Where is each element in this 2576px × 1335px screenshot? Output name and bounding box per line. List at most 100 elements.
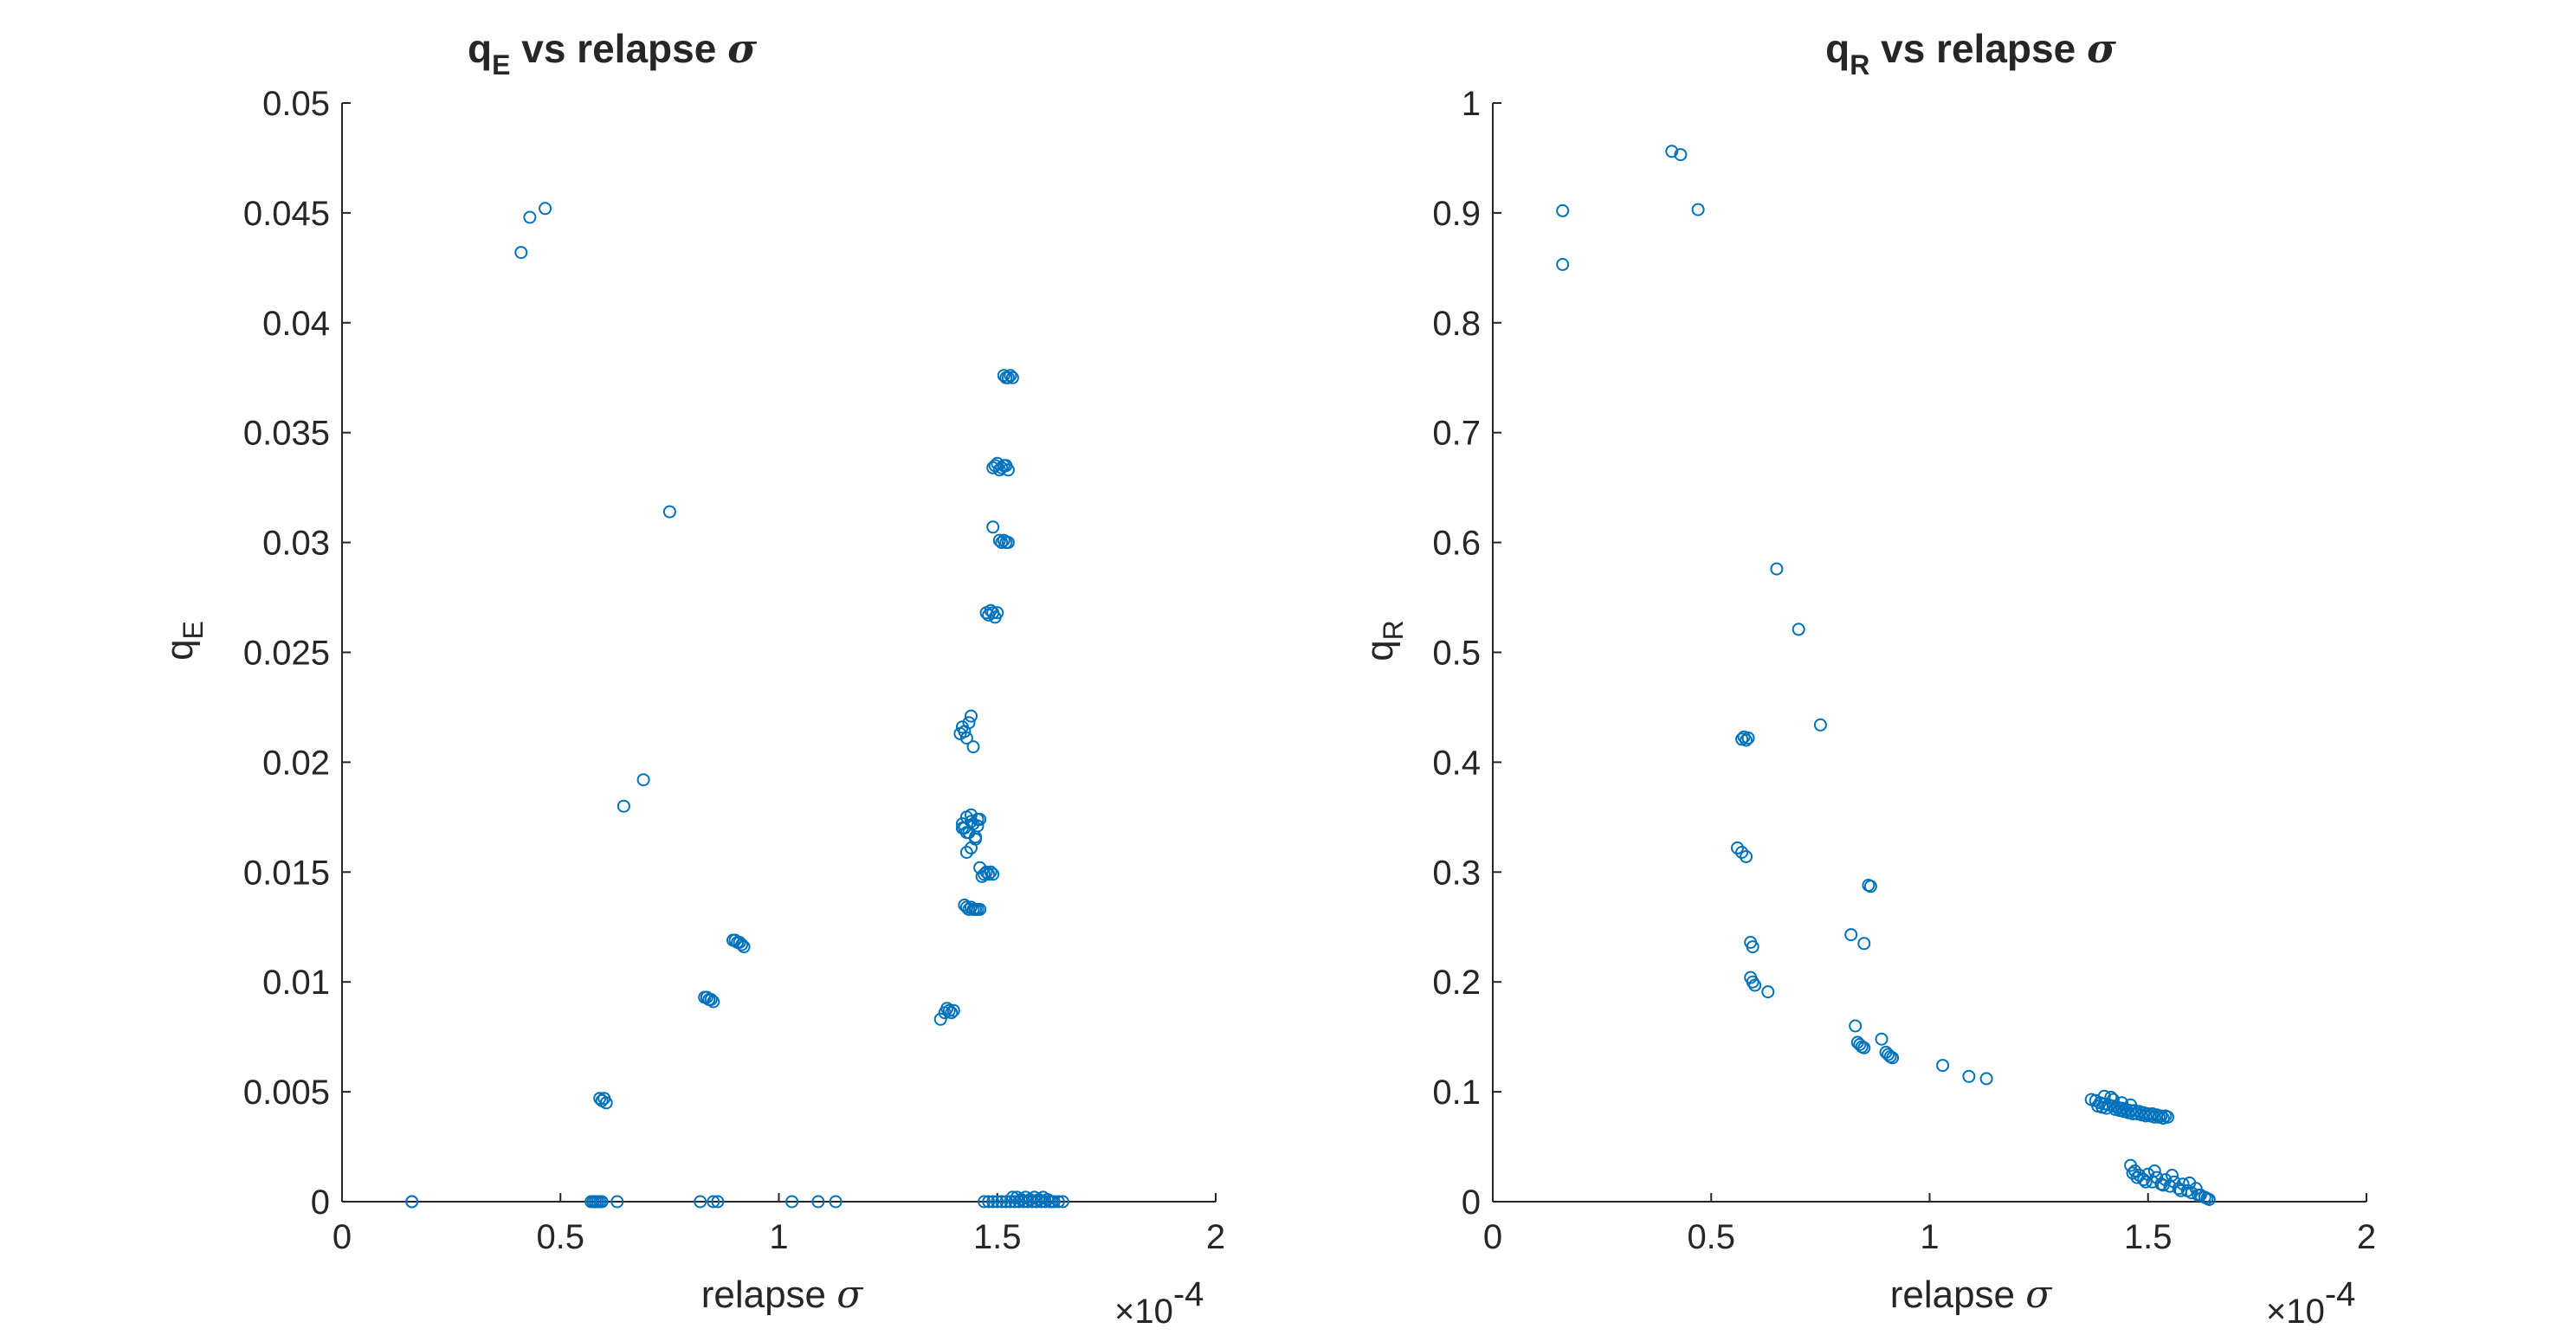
data-point — [1863, 880, 1877, 893]
data-point — [1741, 732, 1755, 745]
data-point — [973, 812, 987, 826]
data-point — [2104, 1090, 2118, 1104]
y-tick-label: 0.6 — [1432, 525, 1481, 563]
data-point — [1001, 371, 1015, 384]
data-point — [1857, 937, 1871, 951]
data-point — [982, 1195, 996, 1209]
y-tick-label: 0.035 — [243, 415, 330, 453]
data-point — [965, 709, 978, 723]
data-point — [2124, 1098, 2138, 1112]
x-ticks: 0 0.5 1 1.5 2 — [332, 1193, 1225, 1256]
data-point — [959, 732, 973, 745]
y-ticks: 0 0.1 0.2 0.3 0.4 0.5 0.6 0.7 0.8 0.9 1 — [1432, 85, 1501, 1222]
y-tick-label: 0.05 — [262, 85, 330, 123]
ylabel-subscript: E — [178, 621, 209, 639]
data-point — [986, 520, 1000, 534]
x-axis-multiplier: ×10-4 — [1114, 1275, 1204, 1331]
x-tick-label: 0.5 — [536, 1218, 584, 1256]
title-subscript: R — [1850, 49, 1869, 81]
y-tick-label: 0.025 — [243, 635, 330, 673]
x-tick-label: 2 — [2357, 1218, 2376, 1256]
data-point — [2097, 1089, 2111, 1103]
data-point — [2200, 1191, 2214, 1205]
data-point — [539, 202, 552, 216]
data-point — [2126, 1166, 2140, 1180]
data-point — [992, 533, 1006, 547]
x-tick-label: 1.5 — [2124, 1218, 2172, 1256]
y-ticks: 0 0.005 0.01 0.015 0.02 0.025 0.03 0.035 0.04 0.0… — [243, 85, 351, 1222]
title-q: q — [1825, 26, 1850, 71]
data-point — [1674, 148, 1688, 162]
data-point — [1936, 1059, 1950, 1073]
x-tick-label: 1 — [769, 1218, 788, 1256]
xlabel-text: relapse — [701, 1274, 837, 1316]
data-point — [979, 865, 993, 879]
data-point — [829, 1195, 843, 1209]
chart-qr-vs-relapse-sigma: qR vs relapse σ qR relapse σ ×10-4 0 0.5 1… — [1359, 25, 2376, 1331]
data-point — [1005, 371, 1019, 384]
data-point — [2156, 1112, 2170, 1125]
data-point — [2106, 1093, 2120, 1106]
x-ticks: 0 0.5 1 1.5 2 — [1483, 1193, 2376, 1256]
data-point — [1735, 846, 1749, 859]
data-point — [1045, 1195, 1059, 1209]
x-axis-multiplier: ×10-4 — [2266, 1275, 2355, 1331]
data-point — [973, 902, 987, 916]
data-point — [995, 536, 1009, 550]
data-point — [984, 603, 997, 617]
data-point — [945, 1006, 959, 1020]
data-point — [1770, 562, 1784, 576]
y-tick-label: 0.9 — [1432, 195, 1481, 233]
y-tick-label: 1 — [1462, 85, 1481, 123]
multiplier-base: ×10 — [2266, 1293, 2325, 1331]
data-point — [1001, 463, 1015, 477]
title-sigma: σ — [2087, 25, 2116, 72]
data-point — [1761, 985, 1775, 999]
ylabel-q: q — [1359, 640, 1401, 661]
data-point — [733, 936, 746, 949]
data-point — [946, 1003, 960, 1017]
title-sigma: σ — [727, 25, 757, 72]
y-tick-label: 0.5 — [1432, 635, 1481, 673]
data-point — [2159, 1173, 2172, 1187]
data-point — [999, 1195, 1013, 1209]
ylabel-subscript: R — [1378, 620, 1409, 640]
title-rest: vs relapse — [1869, 26, 2087, 71]
data-point — [1886, 1051, 1900, 1065]
y-tick-label: 0.045 — [243, 195, 330, 233]
data-point — [2150, 1171, 2164, 1184]
data-point — [966, 740, 980, 754]
y-tick-label: 0.4 — [1432, 744, 1481, 782]
data-point — [1004, 369, 1017, 383]
data-point — [811, 1195, 825, 1209]
data-point — [2128, 1164, 2142, 1177]
y-tick-label: 0.7 — [1432, 415, 1481, 453]
data-point — [1746, 940, 1759, 954]
data-point — [955, 822, 969, 835]
data-points — [405, 202, 1069, 1209]
data-point — [986, 867, 1000, 881]
data-point — [2156, 1178, 2170, 1192]
data-point — [971, 819, 985, 833]
x-axis-label: relapse σ — [1890, 1273, 2054, 1317]
data-point — [737, 940, 751, 954]
data-point — [2147, 1164, 2161, 1177]
x-tick-label: 0 — [1483, 1218, 1502, 1256]
x-tick-label: 2 — [1206, 1218, 1225, 1256]
data-point — [1556, 258, 1570, 271]
y-tick-label: 0 — [311, 1183, 330, 1222]
data-point — [694, 1195, 707, 1209]
data-point — [595, 1195, 609, 1209]
data-point — [984, 865, 997, 879]
data-point — [1813, 718, 1827, 732]
ylabel-q: q — [158, 639, 201, 660]
data-point — [1740, 850, 1753, 863]
data-point — [405, 1195, 419, 1209]
data-point — [707, 1195, 720, 1209]
x-tick-label: 1 — [1920, 1218, 1939, 1256]
xlabel-sigma: σ — [2025, 1273, 2053, 1317]
chart-title: qE vs relapse σ — [468, 25, 757, 81]
data-point — [959, 826, 973, 840]
y-tick-label: 0.02 — [262, 744, 330, 782]
chart-qe-vs-relapse-sigma: qE vs relapse σ qE relapse σ ×10-4 0 0.5 1… — [158, 25, 1225, 1331]
